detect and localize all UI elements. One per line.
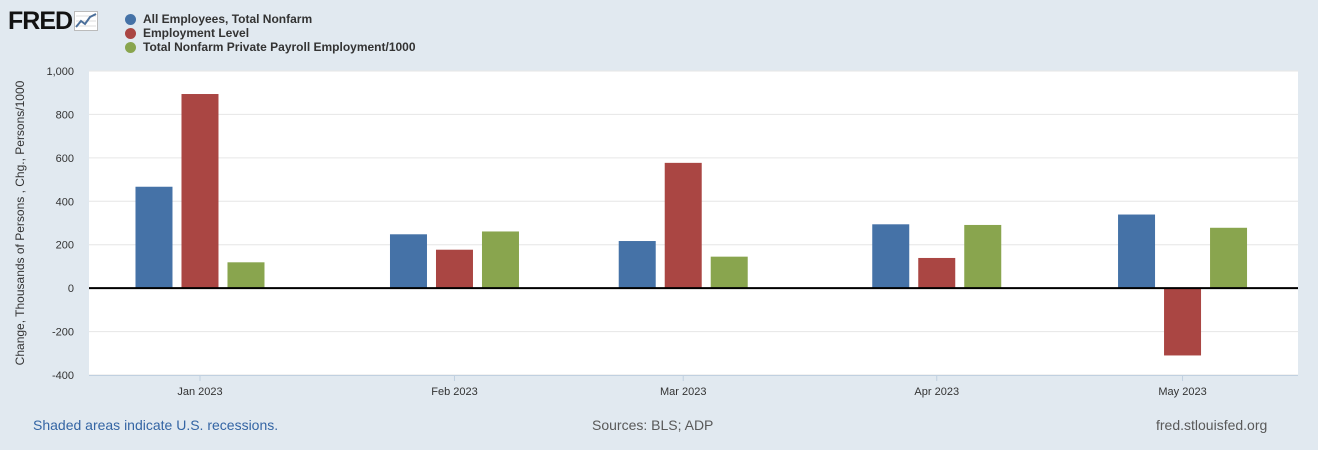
gridlines [89, 70, 1298, 376]
x-tick-label: Apr 2023 [914, 386, 959, 398]
chart-legend: All Employees, Total Nonfarm Employment … [125, 12, 416, 54]
legend-marker-0 [125, 13, 136, 25]
legend-label-1: Employment Level [143, 26, 250, 40]
bar[interactable] [389, 234, 427, 289]
x-tick-label: May 2023 [1158, 386, 1206, 398]
bar[interactable] [918, 257, 956, 289]
bar[interactable] [1118, 214, 1156, 289]
legend-item[interactable]: Total Nonfarm Private Payroll Employment… [125, 40, 416, 54]
legend-item[interactable]: Employment Level [125, 26, 416, 40]
y-tick-label: 1,000 [46, 66, 74, 78]
bar[interactable] [481, 231, 519, 289]
x-tick-label: Jan 2023 [177, 386, 222, 398]
bar[interactable] [664, 162, 702, 289]
recessions-note[interactable]: Shaded areas indicate U.S. recessions. [33, 417, 279, 433]
x-tick-label: Feb 2023 [431, 386, 477, 398]
bar[interactable] [1164, 288, 1202, 356]
y-tick-label: 600 [56, 153, 74, 165]
legend-item[interactable]: All Employees, Total Nonfarm [125, 12, 416, 26]
logo-text: FRED [8, 7, 73, 35]
bar[interactable] [710, 256, 748, 289]
bar[interactable] [618, 241, 656, 289]
y-tick-label: -400 [52, 370, 74, 382]
x-tick-label: Mar 2023 [660, 386, 706, 398]
y-tick-label: 200 [56, 240, 74, 252]
legend-marker-2 [125, 41, 136, 53]
legend-label-2: Total Nonfarm Private Payroll Employment… [143, 40, 416, 54]
bar[interactable] [1210, 227, 1248, 289]
legend-marker-1 [125, 27, 136, 39]
chart-trend-icon [74, 11, 99, 31]
y-axis-title: Change, Thousands of Persons , Chg., Per… [13, 80, 27, 365]
bar[interactable] [435, 249, 473, 289]
axes: 1,000 800 600 400 200 0 -200 -400 Jan 2023 Feb 20… [46, 66, 1298, 398]
legend-label-0: All Employees, Total Nonfarm [143, 12, 313, 26]
y-tick-label: -200 [52, 327, 74, 339]
sources-note: Sources: BLS; ADP [592, 417, 714, 433]
fred-logo[interactable]: FRED [8, 7, 99, 35]
y-tick-label: 400 [56, 196, 74, 208]
bars [135, 94, 1248, 356]
bar[interactable] [181, 94, 219, 289]
bar-chart: 1,000 800 600 400 200 0 -200 -400 Jan 2023 Feb 20… [13, 66, 1298, 398]
bar[interactable] [135, 186, 173, 289]
site-url[interactable]: fred.stlouisfed.org [1156, 417, 1268, 433]
bar[interactable] [964, 224, 1002, 289]
bar[interactable] [872, 224, 910, 289]
y-tick-label: 800 [56, 109, 74, 121]
y-tick-label: 0 [68, 283, 74, 295]
bar[interactable] [227, 262, 265, 289]
